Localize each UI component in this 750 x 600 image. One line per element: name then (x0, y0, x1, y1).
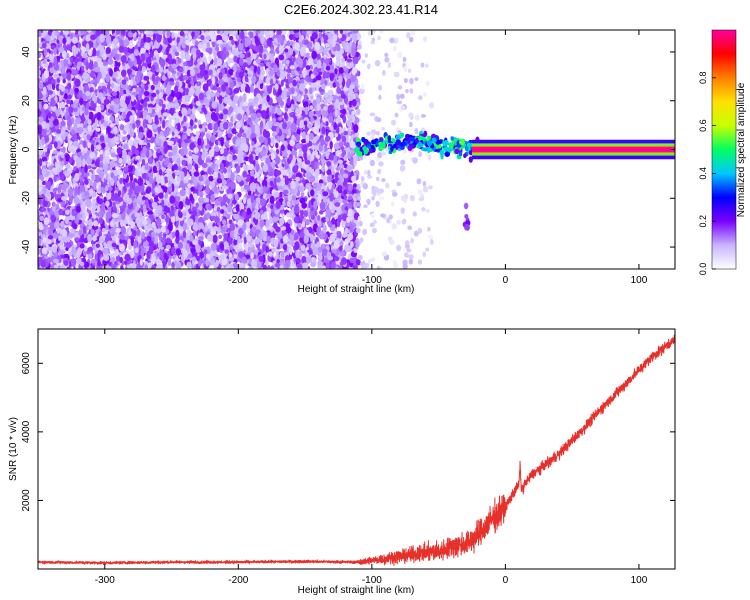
heat-cell (243, 114, 249, 121)
heat-cell (200, 34, 205, 41)
heat-cell (356, 108, 361, 116)
heat-cell (115, 116, 120, 125)
heat-cell (286, 40, 291, 47)
heat-cell (322, 30, 326, 34)
heat-cell (266, 264, 271, 269)
heat-cell (170, 204, 174, 212)
spectrogram-cells (38, 30, 675, 269)
heat-cell (352, 183, 357, 188)
heat-cell (339, 244, 343, 253)
heat-cell (284, 163, 289, 170)
heat-cell (298, 250, 303, 259)
heat-cell (120, 265, 124, 269)
figure-title: C2E6.2024.302.23.41.R14 (284, 2, 438, 17)
heat-region-noise (38, 30, 362, 269)
heat-cell (336, 116, 341, 123)
heat-cell (51, 201, 56, 208)
heat-cell (141, 65, 146, 73)
heat-cell (254, 155, 259, 161)
heat-cell (294, 257, 301, 263)
heat-cell (228, 35, 234, 41)
heat-cell (267, 251, 273, 257)
heat-cell (308, 226, 313, 233)
heat-cell (329, 80, 334, 89)
heat-cell (334, 68, 338, 75)
heat-cell (200, 52, 204, 58)
heat-cell (247, 190, 252, 196)
heat-cell (232, 64, 237, 72)
heat-cell (90, 56, 97, 61)
heat-cell (123, 260, 128, 265)
heat-cell (281, 30, 287, 35)
heat-cell (231, 128, 237, 135)
heat-cell (318, 210, 324, 215)
